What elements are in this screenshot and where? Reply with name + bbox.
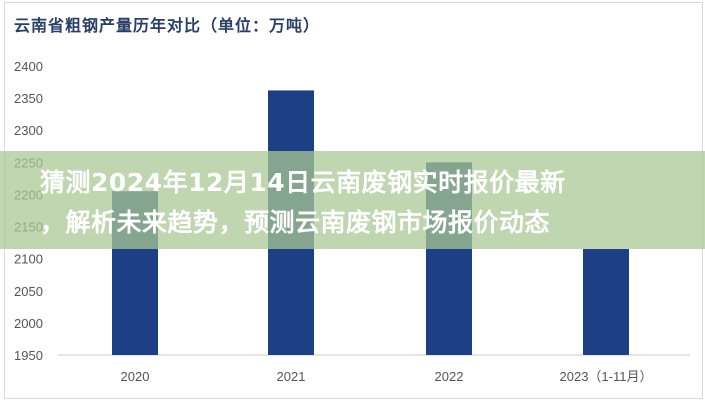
- chart-title: 云南省粗钢产量历年对比（单位：万吨）: [14, 16, 321, 35]
- y-tick-label: 2100: [14, 252, 43, 267]
- y-tick-label: 2300: [14, 123, 43, 138]
- y-tick-label: 2000: [14, 316, 43, 331]
- headline-banner: 猜测2024年12月14日云南废钢实时报价最新 ，解析未来趋势，预测云南废钢市场…: [0, 151, 705, 249]
- x-tick-label: 2023（1-11月）: [560, 369, 653, 384]
- y-tick-label: 2050: [14, 284, 43, 299]
- x-tick-label: 2020: [121, 369, 150, 384]
- y-tick-label: 1950: [14, 348, 43, 363]
- y-tick-label: 2350: [14, 91, 43, 106]
- x-tick-label: 2021: [277, 369, 306, 384]
- bar-2023: [583, 249, 629, 355]
- headline-line-2: ，解析未来趋势，预测云南废钢市场报价动态: [40, 208, 551, 237]
- x-tick-label: 2022: [435, 369, 464, 384]
- headline-line-1: 猜测2024年12月14日云南废钢实时报价最新: [40, 168, 566, 197]
- y-tick-label: 2400: [14, 59, 43, 74]
